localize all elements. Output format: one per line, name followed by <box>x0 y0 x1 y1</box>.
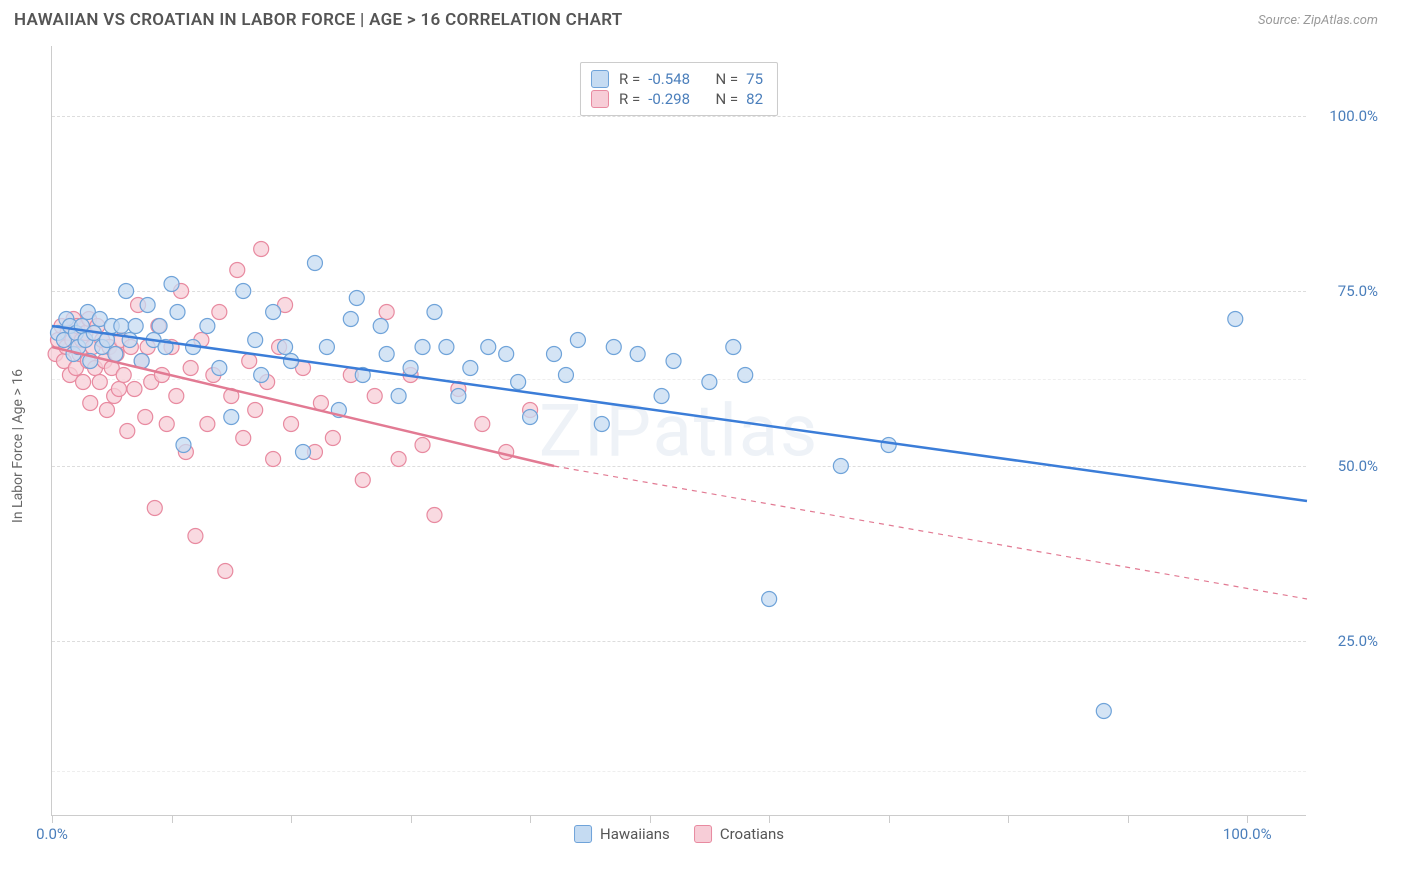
y-tick-label: 100.0% <box>1329 107 1378 125</box>
legend-n-label: N = <box>715 90 738 108</box>
swatch-icon <box>591 90 609 108</box>
y-axis-label: In Labor Force | Age > 16 <box>10 369 26 523</box>
x-tick-label: 100.0% <box>1223 825 1272 843</box>
y-tick-label: 25.0% <box>1338 632 1378 650</box>
swatch-icon <box>591 70 609 88</box>
legend-item-croatians: Croatians <box>694 825 784 843</box>
legend-row-hawaiians: R = -0.548 N = 75 <box>591 69 763 89</box>
legend-r-value: -0.298 <box>648 90 690 108</box>
legend-series-label: Hawaiians <box>600 825 670 843</box>
chart-plot-area: ZIPatlas R = -0.548 N = 75 R = -0.298 N … <box>51 46 1306 816</box>
swatch-icon <box>694 825 712 843</box>
series-legend: Hawaiians Croatians <box>574 825 784 843</box>
legend-n-label: N = <box>715 70 738 88</box>
y-tick-label: 75.0% <box>1338 282 1378 300</box>
legend-series-label: Croatians <box>720 825 784 843</box>
legend-n-value: 82 <box>746 90 763 108</box>
legend-r-label: R = <box>619 90 640 108</box>
correlation-legend: R = -0.548 N = 75 R = -0.298 N = 82 <box>580 62 778 116</box>
legend-n-value: 75 <box>746 70 763 88</box>
y-tick-label: 50.0% <box>1338 457 1378 475</box>
scatter-plot-svg <box>52 46 1306 815</box>
swatch-icon <box>574 825 592 843</box>
chart-title: HAWAIIAN VS CROATIAN IN LABOR FORCE | AG… <box>14 10 623 30</box>
source-label: Source: ZipAtlas.com <box>1258 13 1378 28</box>
legend-r-label: R = <box>619 70 640 88</box>
x-tick-label: 0.0% <box>36 825 68 843</box>
legend-item-hawaiians: Hawaiians <box>574 825 670 843</box>
legend-r-value: -0.548 <box>648 70 690 88</box>
legend-row-croatians: R = -0.298 N = 82 <box>591 89 763 109</box>
